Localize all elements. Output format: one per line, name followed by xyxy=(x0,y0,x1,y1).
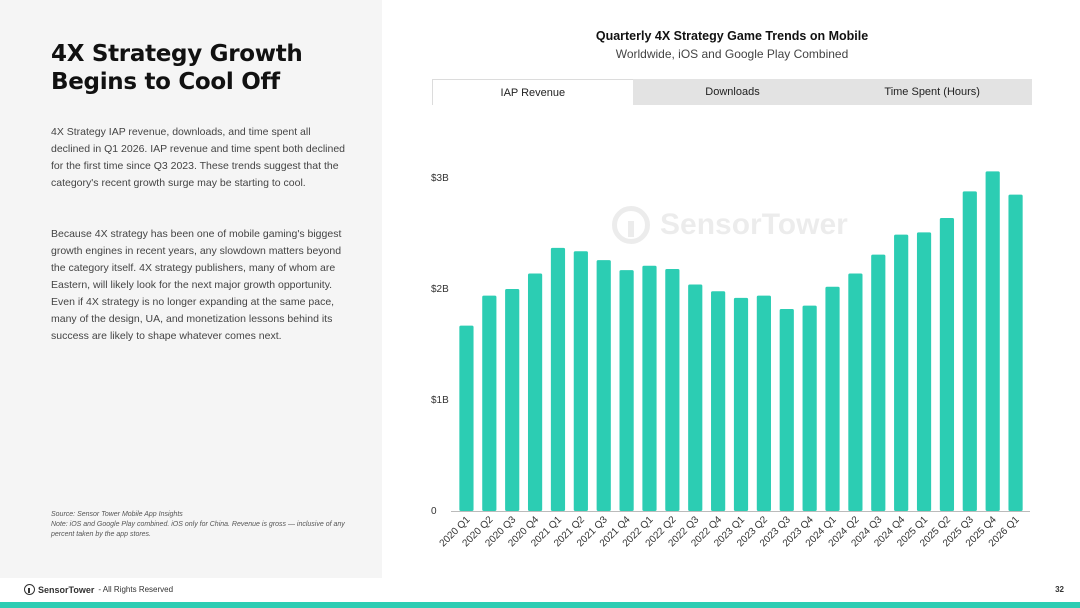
source-line: Source: Sensor Tower Mobile App Insights xyxy=(51,511,183,518)
bar xyxy=(939,217,955,511)
brand-name: SensorTower xyxy=(38,584,95,595)
bar xyxy=(596,260,611,511)
bar xyxy=(482,295,497,511)
watermark: SensorTower xyxy=(612,206,848,244)
metric-tabs: IAP Revenue Downloads Time Spent (Hours) xyxy=(432,79,1032,105)
bar xyxy=(733,297,749,511)
chart-subtitle: Worldwide, iOS and Google Play Combined xyxy=(615,47,849,61)
bar xyxy=(962,191,977,511)
sensortower-logo-icon xyxy=(24,584,35,595)
bar xyxy=(711,291,726,511)
watermark-text: SensorTower xyxy=(660,208,848,241)
bar xyxy=(550,247,566,511)
footer: SensorTower - All Rights Reserved 32 xyxy=(0,578,1080,602)
note-line: Note: iOS and Google Play combined. iOS … xyxy=(51,521,345,538)
page-number: 32 xyxy=(1055,585,1064,594)
chart-title: Quarterly 4X Strategy Game Trends on Mob… xyxy=(595,29,869,43)
body-paragraph-1: 4X Strategy IAP revenue, downloads, and … xyxy=(51,126,346,189)
tab-iap-revenue[interactable]: IAP Revenue xyxy=(432,79,633,105)
bottom-accent-bar xyxy=(0,602,1080,608)
bar xyxy=(848,273,863,511)
bar xyxy=(665,269,680,511)
body-paragraph-2: Because 4X strategy has been one of mobi… xyxy=(51,228,342,342)
bar xyxy=(756,295,771,511)
tab-downloads[interactable]: Downloads xyxy=(705,86,760,98)
bar xyxy=(619,270,634,511)
bar xyxy=(688,284,703,511)
bar xyxy=(871,254,886,511)
bar xyxy=(985,171,1000,511)
tab-time-spent[interactable]: Time Spent (Hours) xyxy=(884,86,980,98)
bar xyxy=(459,325,474,511)
y-tick-label: $1B xyxy=(431,395,449,406)
rights-text: - All Rights Reserved xyxy=(98,585,174,594)
y-tick-label: $2B xyxy=(431,284,449,295)
page-title: 4X Strategy Growth Begins to Cool Off xyxy=(51,41,303,95)
y-tick-label: 0 xyxy=(431,506,437,517)
bar xyxy=(802,305,817,511)
bar xyxy=(1008,194,1023,511)
footer-brand: SensorTower - All Rights Reserved xyxy=(24,584,173,595)
bar xyxy=(573,251,588,511)
y-tick-label: $3B xyxy=(431,173,449,184)
bar xyxy=(779,308,794,511)
left-panel xyxy=(0,0,382,578)
sensortower-logo-icon xyxy=(612,206,650,244)
bar xyxy=(642,265,657,511)
bar xyxy=(527,273,543,511)
bar xyxy=(505,289,520,511)
bar xyxy=(916,232,932,511)
source-note: Source: Sensor Tower Mobile App Insights… xyxy=(51,510,351,540)
bar xyxy=(894,234,909,512)
bar xyxy=(825,286,840,511)
